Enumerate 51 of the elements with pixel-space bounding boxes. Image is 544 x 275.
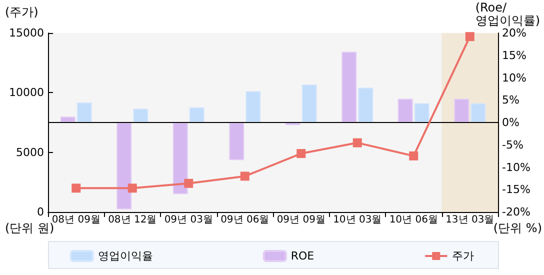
y2-tick-label: -20%: [502, 206, 530, 218]
y2-tick-label: 5%: [502, 94, 520, 107]
point: [128, 184, 137, 193]
bar: [302, 84, 317, 122]
bar: [398, 98, 413, 122]
y2-tick-label: 0%: [502, 116, 520, 129]
bar: [189, 107, 204, 122]
y-axis-title: (주가): [5, 5, 38, 19]
bar: [414, 103, 430, 122]
x-tick-label: 08년 12월: [108, 214, 157, 226]
bar: [133, 108, 148, 122]
point: [240, 172, 250, 181]
bar: [470, 103, 486, 122]
y-tick-label: 5000: [16, 146, 44, 159]
y2-tick-label: -10%: [502, 160, 530, 174]
bar: [60, 116, 76, 122]
x-tick-label: 09년 03월: [164, 214, 213, 226]
x-tick-label: 08년 09월: [52, 214, 100, 226]
y-tick-label: 15000: [9, 26, 44, 40]
legend-label: 영업이익율: [98, 250, 153, 262]
y2-tick-label: 10%: [502, 71, 526, 84]
point: [296, 149, 306, 158]
point: [409, 151, 418, 160]
legend-label: ROE: [290, 250, 314, 262]
x-tick-label: 10년 06월: [389, 214, 438, 226]
point: [352, 138, 362, 148]
bar: [358, 88, 374, 122]
bar: [229, 122, 244, 160]
legend-label: 주가: [452, 250, 474, 262]
x-tick-label: 09년 09월: [276, 214, 326, 226]
text: (단위 원): [5, 221, 54, 235]
x-tick-label: 10년 03월: [333, 214, 382, 226]
y2-axis-title: (Roe/ 영업이익률): [475, 0, 540, 28]
bar: [342, 52, 357, 122]
y2-tick-label: -15%: [502, 183, 530, 196]
bar: [76, 102, 92, 122]
bar: [172, 122, 188, 194]
x-tick-label: 09년 06월: [220, 214, 270, 226]
point: [184, 178, 194, 188]
y2-tick-label: 15%: [502, 48, 526, 62]
bar: [116, 122, 132, 210]
bar: [246, 91, 261, 122]
point: [72, 184, 81, 193]
y-tick-label: 0: [37, 206, 44, 218]
point: [465, 32, 474, 42]
y2-tick-label: 20%: [502, 26, 526, 40]
y-tick-label: 10000: [9, 86, 44, 100]
y2-tick-label: -5%: [502, 138, 524, 152]
x-tick-label: 13년 03월: [446, 214, 494, 226]
text: (단위 %): [493, 221, 542, 235]
bar: [454, 98, 470, 122]
